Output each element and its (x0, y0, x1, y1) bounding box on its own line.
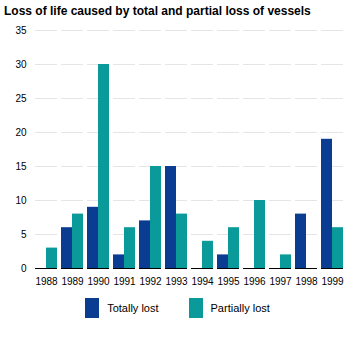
svg-text:1999: 1999 (321, 276, 344, 287)
svg-text:25: 25 (15, 93, 27, 104)
svg-text:10: 10 (15, 195, 27, 206)
svg-text:35: 35 (15, 25, 27, 36)
svg-text:15: 15 (15, 161, 27, 172)
svg-text:1991: 1991 (113, 276, 136, 287)
svg-text:1995: 1995 (217, 276, 240, 287)
svg-text:1997: 1997 (269, 276, 292, 287)
html-text:Totally lost: Totally lost (107, 302, 159, 314)
html-text:Loss of life caused by total a: Loss of life caused by total and partial… (4, 4, 311, 18)
svg-text:1996: 1996 (243, 276, 266, 287)
svg-text:20: 20 (15, 127, 27, 138)
svg-text:1990: 1990 (87, 276, 110, 287)
svg-text:30: 30 (15, 59, 27, 70)
svg-text:5: 5 (21, 229, 27, 240)
svg-text:1988: 1988 (35, 276, 58, 287)
svg-text:1998: 1998 (295, 276, 318, 287)
svg-text:1992: 1992 (139, 276, 162, 287)
html-text:Partially lost: Partially lost (210, 302, 270, 314)
svg-text:1989: 1989 (61, 276, 84, 287)
svg-text:1994: 1994 (191, 276, 214, 287)
svg-text:0: 0 (21, 263, 27, 274)
svg-text:1993: 1993 (165, 276, 188, 287)
